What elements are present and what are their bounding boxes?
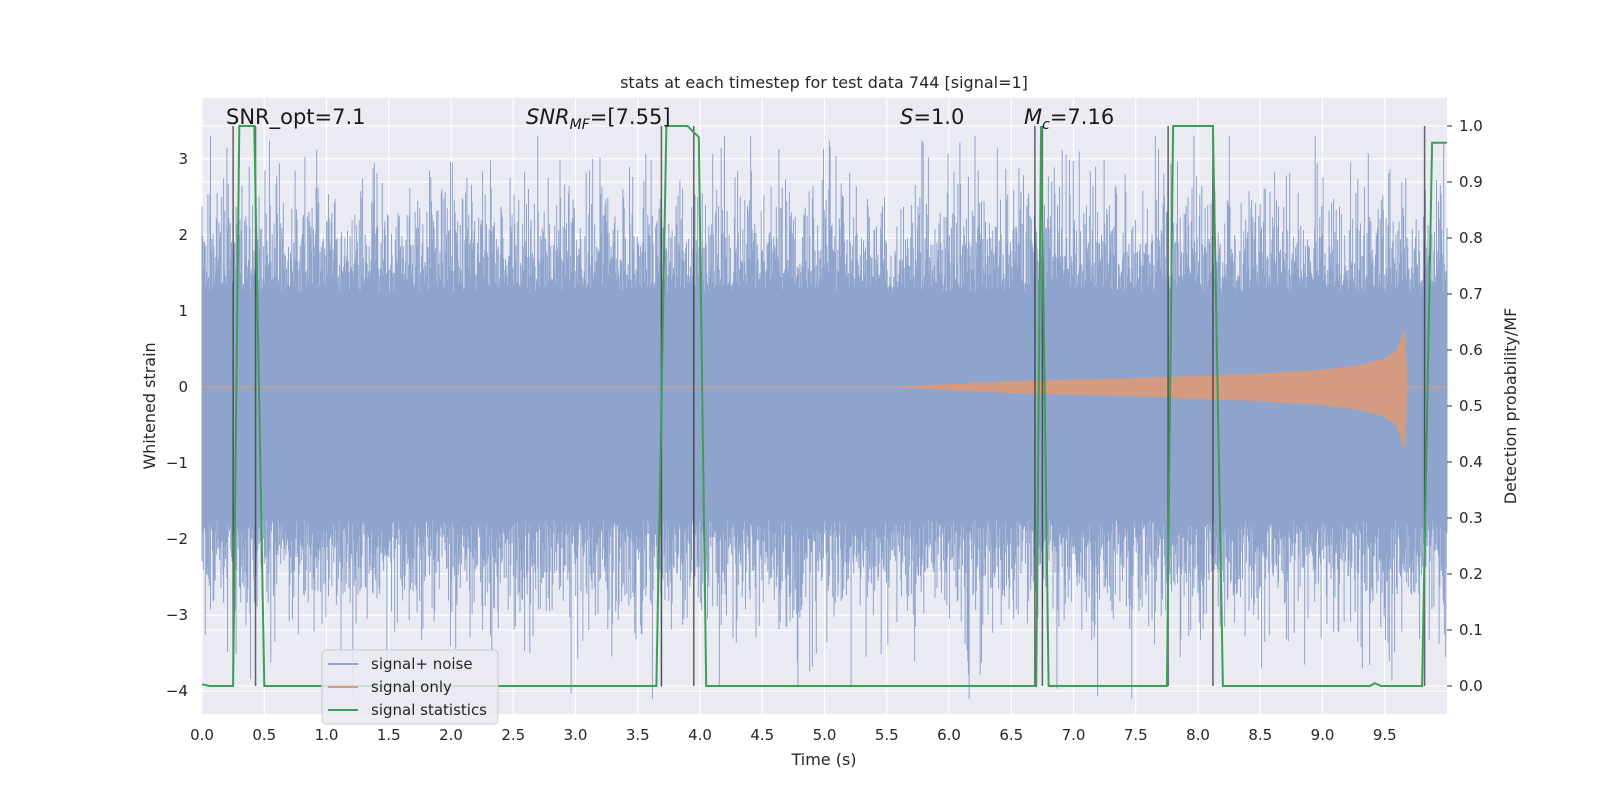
x-tick-label: 1.0 [315, 726, 339, 744]
y-tick-label: −1 [166, 454, 188, 472]
legend-label-signal-only: signal only [371, 678, 452, 696]
x-tick-label: 6.0 [937, 726, 961, 744]
annotation-mc-value: =7.16 [1050, 105, 1114, 129]
y-tick-label: −2 [166, 530, 188, 548]
x-tick-label: 9.0 [1311, 726, 1335, 744]
y-tick-label: 1 [178, 302, 188, 320]
annotation-mc-sub: c [1042, 117, 1050, 133]
y-right-tick-label: 0.3 [1459, 509, 1483, 527]
y-tick-label: 2 [178, 226, 188, 244]
x-tick-label: 5.0 [813, 726, 837, 744]
signal-chirp [899, 329, 1408, 448]
x-tick-label: 8.0 [1186, 726, 1210, 744]
x-tick-label: 5.5 [875, 726, 899, 744]
annotation-snr-mf: SNRMF=[7.55] [526, 105, 671, 133]
annotation-snr-mf-value: =[7.55] [590, 105, 671, 129]
annotations: SNR_opt=7.1 SNRMF=[7.55] S=1.0 Mc=7.16 [226, 105, 1114, 133]
y-right-tick-label: 0.7 [1459, 285, 1483, 303]
legend-label-signal-statistics: signal statistics [371, 701, 487, 719]
x-tick-label: 4.5 [750, 726, 774, 744]
y-right-tick-label: 0.2 [1459, 565, 1483, 583]
x-tick-label: 2.5 [501, 726, 525, 744]
y-right-tick-label: 0.0 [1459, 677, 1483, 695]
annotation-snr-mf-base: SNR [526, 105, 570, 129]
y-tick-label: 0 [178, 378, 188, 396]
legend: signal+ noise signal only signal statist… [321, 649, 499, 725]
annotation-s-value: =1.0 [913, 105, 964, 129]
y-right-axis-label: Detection probability/MF [1501, 308, 1520, 505]
x-tick-label: 4.0 [688, 726, 712, 744]
x-tick-label: 3.0 [564, 726, 588, 744]
x-tick-label: 9.5 [1373, 726, 1397, 744]
signal-statistics-series [201, 125, 1447, 687]
annotation-snr-opt: SNR_opt=7.1 [226, 105, 366, 130]
x-tick-label: 0.5 [252, 726, 276, 744]
x-tick-label: 3.5 [626, 726, 650, 744]
annotation-mc: Mc=7.16 [1024, 105, 1114, 133]
statistics-line [201, 125, 1447, 687]
x-axis-label: Time (s) [790, 750, 856, 769]
x-tick-label: 7.0 [1062, 726, 1086, 744]
annotation-s-base: S [900, 105, 913, 129]
x-tick-label: 8.5 [1248, 726, 1272, 744]
x-tick-label: 0.0 [190, 726, 214, 744]
x-tick-labels: 0.0 0.5 1.0 1.5 2.0 2.5 3.0 3.5 4.0 4.5 5.0 5.5 6.0 6… [190, 726, 1397, 744]
y-tick-label: −4 [166, 682, 188, 700]
annotation-mc-base: M [1024, 105, 1042, 129]
x-tick-label: 1.5 [377, 726, 401, 744]
annotation-s: S=1.0 [900, 105, 964, 129]
x-tick-label: 7.5 [1124, 726, 1148, 744]
x-tick-label: 6.5 [999, 726, 1023, 744]
y-axis-label: Whitened strain [140, 342, 159, 469]
x-tick-label: 2.0 [439, 726, 463, 744]
y-right-tick-labels: 1.0 0.9 0.8 0.7 0.6 0.5 0.4 0.3 0.2 0.1 0.0 [1447, 117, 1483, 695]
chart-title: stats at each timestep for test data 744… [620, 73, 1028, 92]
y-right-tick-label: 0.4 [1459, 453, 1483, 471]
legend-label-signal-noise: signal+ noise [371, 655, 473, 673]
y-right-tick-label: 0.5 [1459, 397, 1483, 415]
annotation-snr-mf-sub: MF [570, 117, 591, 133]
y-right-tick-label: 0.1 [1459, 621, 1483, 639]
y-right-tick-label: 1.0 [1459, 117, 1483, 135]
signal-noise-series [201, 136, 1448, 699]
y-tick-label: 3 [178, 150, 188, 168]
y-right-tick-label: 0.6 [1459, 341, 1483, 359]
y-tick-labels: 3 2 1 0 −1 −2 −3 −4 [166, 150, 188, 700]
y-right-tick-label: 0.8 [1459, 229, 1483, 247]
signal-only-series [202, 329, 1447, 448]
y-right-tick-label: 0.9 [1459, 173, 1483, 191]
legend-box [321, 649, 499, 725]
y-tick-label: −3 [166, 606, 188, 624]
